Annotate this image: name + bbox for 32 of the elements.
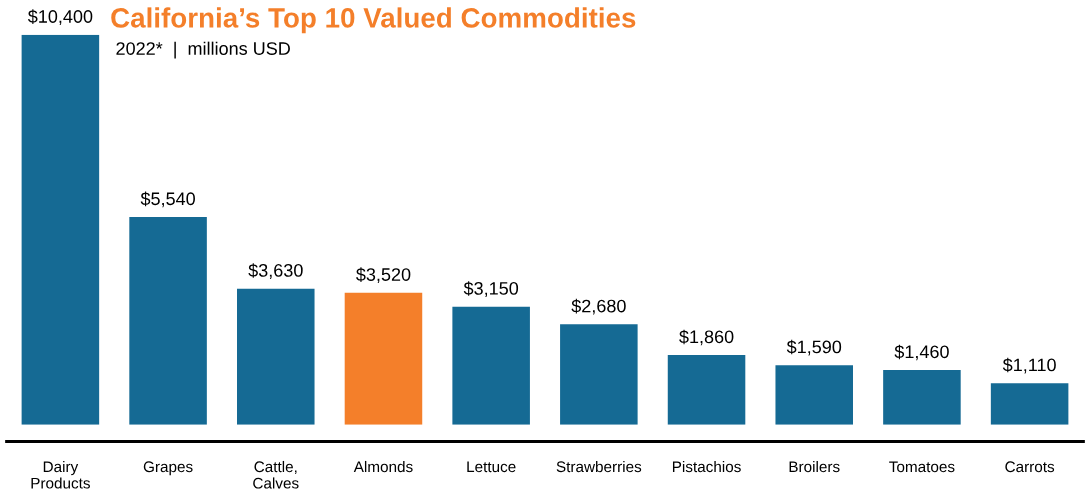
bar xyxy=(990,383,1069,425)
bar xyxy=(237,288,315,425)
bar xyxy=(452,306,530,425)
x-tick-label: Dairy Products xyxy=(31,460,90,489)
data-label: $1,110 xyxy=(1002,357,1056,374)
x-tick-label: Broilers xyxy=(789,460,840,473)
data-label: $1,860 xyxy=(679,329,734,346)
x-tick-label: Tomatoes xyxy=(889,461,955,473)
data-label: $10,400 xyxy=(27,9,93,26)
chart-subtitle: 2022* | millions USD xyxy=(116,41,290,59)
x-tick-label: Pistachios xyxy=(672,460,741,473)
bar xyxy=(560,324,638,425)
x-tick-label: Almonds xyxy=(353,460,413,473)
x-tick-label: Grapes xyxy=(143,461,193,476)
data-label: $2,680 xyxy=(571,298,626,315)
bar xyxy=(775,365,853,425)
bar xyxy=(883,370,961,425)
x-tick-label: Carrots xyxy=(1005,461,1055,473)
chart-title: California’s Top 10 Valued Commodities xyxy=(111,7,636,34)
x-tick-label: Cattle, Calves xyxy=(253,460,299,489)
data-label: $3,630 xyxy=(248,263,303,279)
x-tick-label: Lettuce xyxy=(467,461,516,473)
x-tick-label: Strawberries xyxy=(556,460,642,473)
bar xyxy=(21,34,100,425)
data-label: $5,540 xyxy=(140,191,195,208)
data-label: $3,150 xyxy=(463,281,519,297)
bar xyxy=(667,355,746,425)
bar xyxy=(129,217,207,425)
bar xyxy=(344,292,423,425)
data-label: $3,520 xyxy=(356,267,411,284)
data-label: $1,460 xyxy=(894,344,949,361)
data-label: $1,590 xyxy=(786,339,842,356)
